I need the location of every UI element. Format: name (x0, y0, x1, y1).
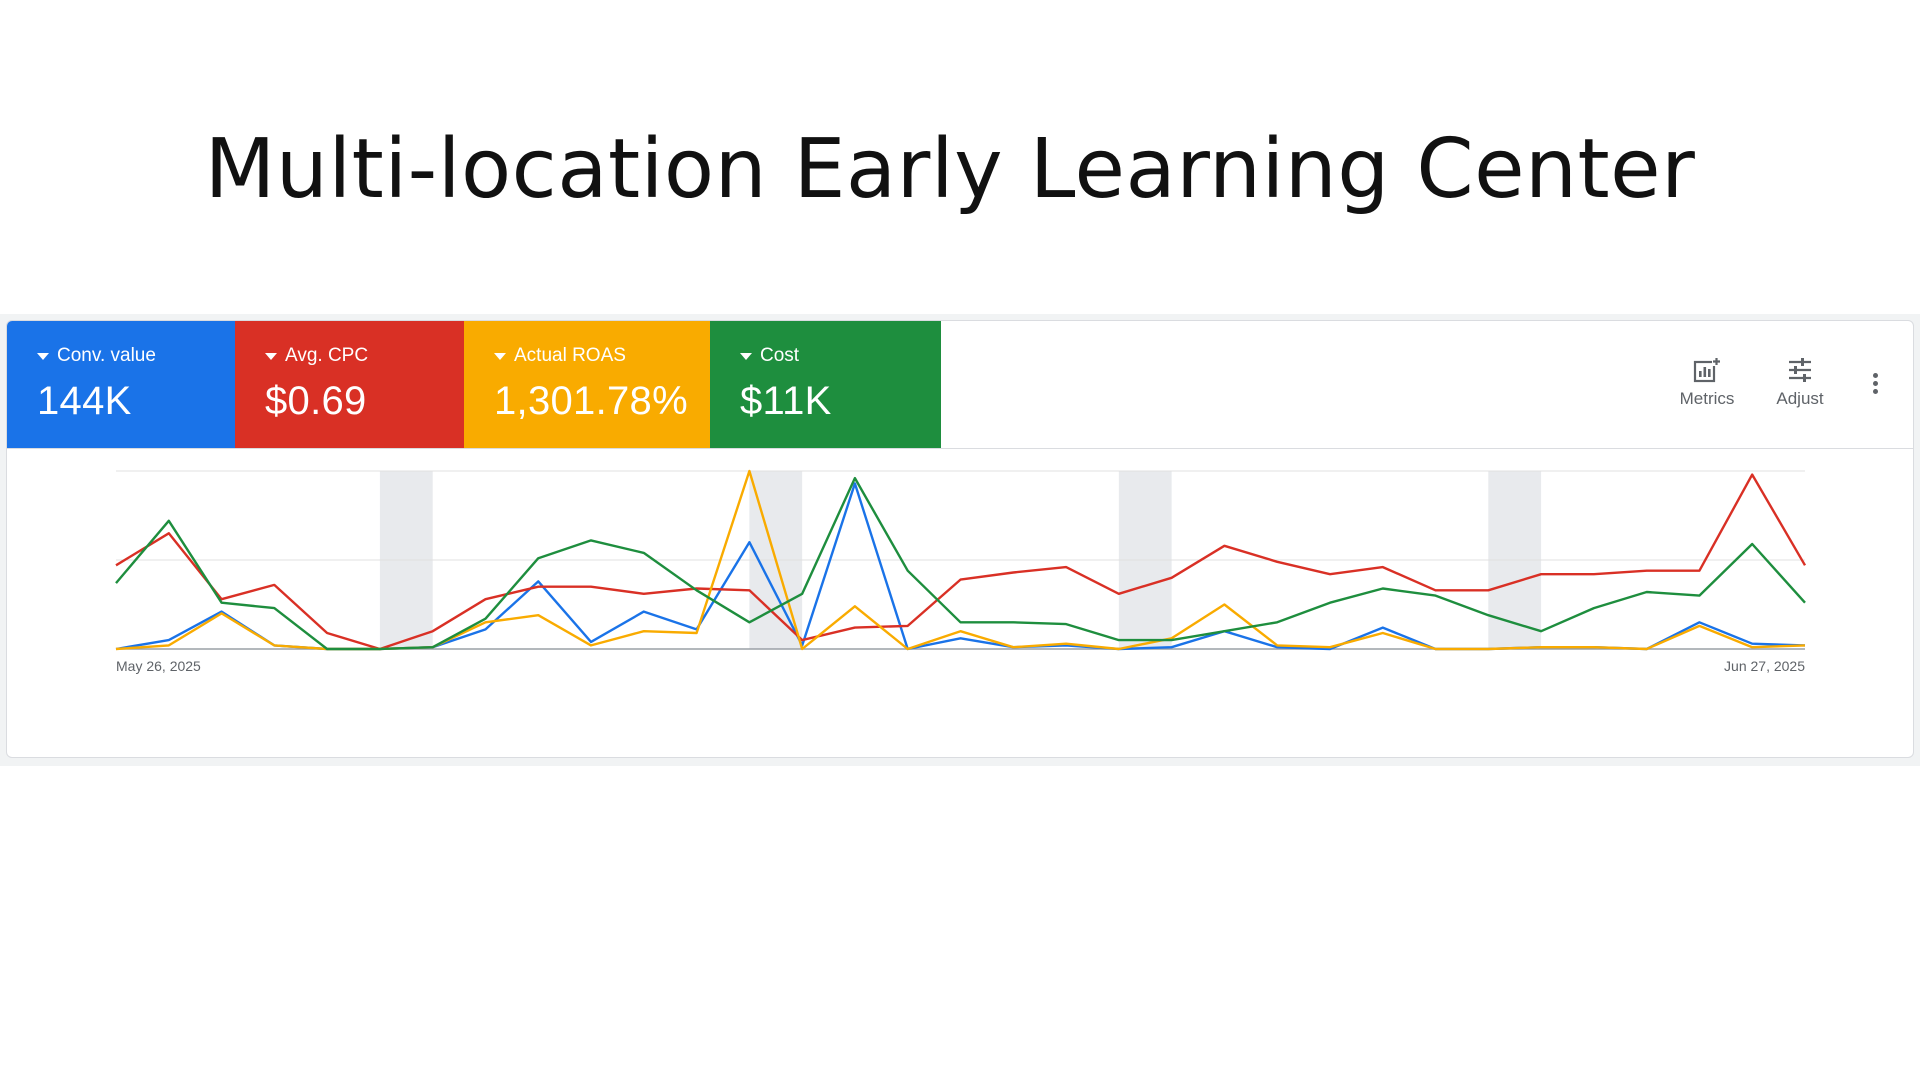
series-line (115, 476, 1806, 651)
tune-icon (1789, 358, 1811, 382)
metric-label: Avg. CPC (265, 345, 464, 367)
metric-value: $11K (740, 379, 832, 423)
metric-tile-cost[interactable]: Cost $11K (710, 321, 941, 448)
metric-label-text: Conv. value (57, 345, 156, 366)
caret-down-icon (265, 352, 277, 360)
metric-tile-conv-value[interactable]: Conv. value 144K (7, 321, 235, 448)
metric-tiles: Conv. value 144K Avg. CPC $0.69 Actual R… (7, 321, 941, 448)
divider (7, 448, 1913, 449)
metric-label-text: Avg. CPC (285, 345, 369, 366)
series-line (115, 482, 1806, 651)
metric-label-text: Cost (760, 345, 800, 366)
adjust-button[interactable]: Adjust (1760, 357, 1840, 409)
metric-label: Conv. value (37, 345, 235, 367)
metrics-button[interactable]: Metrics (1667, 357, 1747, 409)
more-options-button[interactable] (1865, 373, 1885, 403)
metric-value: $0.69 (265, 379, 367, 423)
series-line (115, 473, 1807, 651)
adjust-label: Adjust (1776, 389, 1824, 408)
more-vert-icon (1865, 373, 1885, 394)
performance-chart-card: Conv. value 144K Avg. CPC $0.69 Actual R… (6, 320, 1914, 758)
page-title: Multi-location Early Learning Center (204, 122, 1696, 217)
x-tick-label-end: Jun 27, 2025 (1724, 658, 1805, 674)
metric-tile-avg-cpc[interactable]: Avg. CPC $0.69 (235, 321, 464, 448)
metric-label: Actual ROAS (494, 345, 710, 367)
metrics-label: Metrics (1679, 389, 1735, 408)
metric-label-text: Actual ROAS (514, 345, 626, 366)
metric-value: 1,301.78% (494, 379, 688, 423)
metric-label: Cost (740, 345, 941, 367)
x-tick-label-start: May 26, 2025 (116, 658, 201, 674)
metric-tile-actual-roas[interactable]: Actual ROAS 1,301.78% (464, 321, 710, 448)
metric-value: 144K (37, 379, 132, 423)
line-chart: May 26, 2025 Jun 27, 2025 (115, 469, 1807, 674)
caret-down-icon (37, 352, 49, 360)
caret-down-icon (494, 352, 506, 360)
caret-down-icon (740, 352, 752, 360)
add-chart-icon (1693, 357, 1721, 383)
